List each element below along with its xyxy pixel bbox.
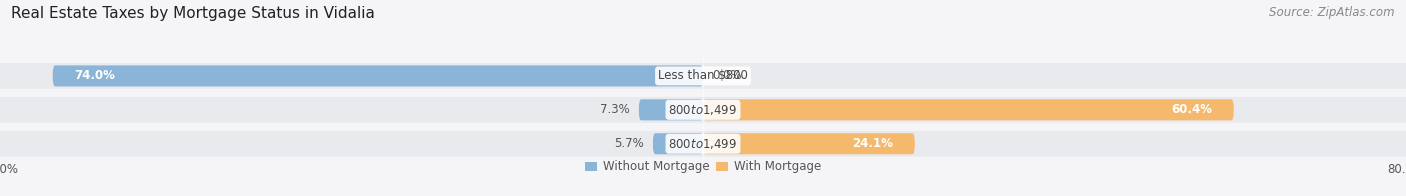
Text: 24.1%: 24.1% [852,137,893,150]
FancyBboxPatch shape [638,99,703,120]
Text: 5.7%: 5.7% [614,137,644,150]
FancyBboxPatch shape [0,97,1406,123]
Text: 74.0%: 74.0% [75,69,115,82]
FancyBboxPatch shape [53,65,703,86]
FancyBboxPatch shape [703,99,1234,120]
FancyBboxPatch shape [703,133,915,154]
Text: 60.4%: 60.4% [1171,103,1212,116]
Text: $800 to $1,499: $800 to $1,499 [668,103,738,117]
Legend: Without Mortgage, With Mortgage: Without Mortgage, With Mortgage [581,156,825,178]
FancyBboxPatch shape [652,133,703,154]
FancyBboxPatch shape [0,131,1406,157]
Text: $800 to $1,499: $800 to $1,499 [668,137,738,151]
FancyBboxPatch shape [0,63,1406,89]
Text: Less than $800: Less than $800 [658,69,748,82]
Text: Source: ZipAtlas.com: Source: ZipAtlas.com [1270,6,1395,19]
Text: 0.0%: 0.0% [711,69,741,82]
Text: 7.3%: 7.3% [600,103,630,116]
Text: Real Estate Taxes by Mortgage Status in Vidalia: Real Estate Taxes by Mortgage Status in … [11,6,375,21]
